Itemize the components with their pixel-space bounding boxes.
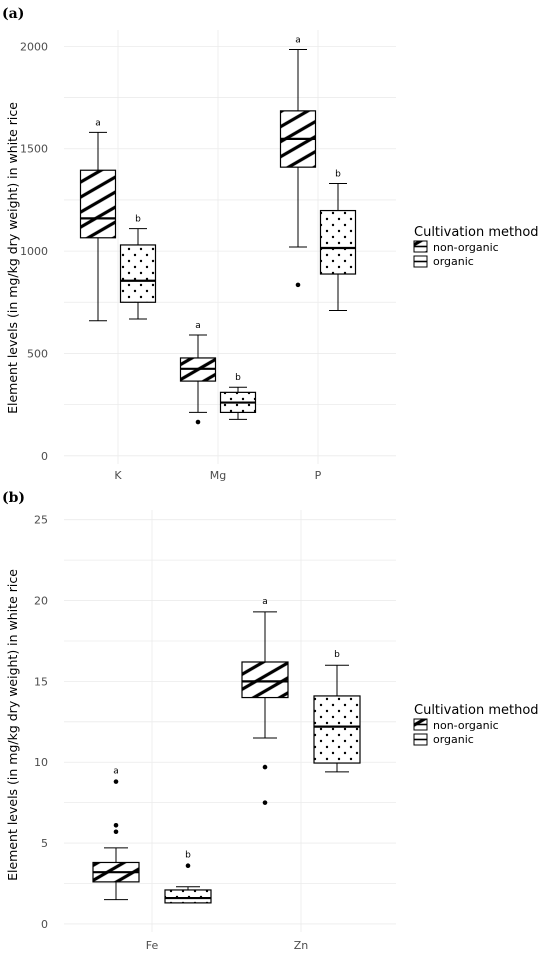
x-tick-label-a: K <box>114 469 122 482</box>
legend-label-non-organic-b: non-organic <box>433 719 499 732</box>
x-tick-labels-b: Fe Zn <box>146 939 309 952</box>
significance-letter: a <box>113 767 119 777</box>
x-tick-labels-a: K Mg P <box>114 469 321 482</box>
panel-label-b: (b) <box>2 490 25 506</box>
box-organic-Mg: b <box>219 373 257 420</box>
outlier-point <box>113 822 119 828</box>
x-tick-label-b: Zn <box>294 939 309 952</box>
box-organic-Zn: b <box>313 650 361 773</box>
outlier-point <box>195 419 201 425</box>
panel-a: (a) 0 500 1000 1500 2000 K Mg P Element levels… <box>2 6 396 482</box>
outlier-point <box>295 282 301 288</box>
box-body <box>164 889 212 904</box>
outlier-point <box>262 764 268 770</box>
outlier-point <box>185 863 191 869</box>
significance-letter: a <box>195 321 201 331</box>
y-tick-label-a: 500 <box>27 347 48 360</box>
box-non-organic-Fe: a <box>92 767 140 901</box>
significance-letter: a <box>295 35 301 45</box>
box-body <box>79 169 117 239</box>
outlier-point <box>113 779 119 784</box>
y-axis-label-a: Element levels (in mg/kg dry weight) in … <box>5 102 20 414</box>
box-body <box>241 661 289 699</box>
box-non-organic-Zn: a <box>241 597 289 805</box>
x-tick-label-a: Mg <box>210 469 226 482</box>
y-tick-label-a: 1000 <box>20 245 48 258</box>
y-tick-label-a: 2000 <box>20 40 48 53</box>
legend-title-b: Cultivation method <box>414 703 539 718</box>
y-tick-label-b: 5 <box>41 837 48 850</box>
panel-label-a: (a) <box>2 6 24 22</box>
legend-label-non-organic-a: non-organic <box>433 241 499 254</box>
significance-letter: b <box>334 650 340 660</box>
significance-letter: a <box>95 118 101 128</box>
significance-letter: b <box>335 170 341 180</box>
box-organic-P: b <box>319 170 357 311</box>
box-non-organic-K: a <box>79 118 117 322</box>
legend-title-a: Cultivation method <box>414 225 539 240</box>
x-tick-label-b: Fe <box>146 939 159 952</box>
panel-b: (b) 0 5 10 15 20 25 Fe Zn Element levels (in m… <box>2 490 396 952</box>
box-body <box>119 244 157 303</box>
y-tick-labels-a: 0 500 1000 1500 2000 <box>20 40 48 462</box>
y-tick-label-a: 0 <box>41 450 48 463</box>
y-tick-label-b: 20 <box>34 595 48 608</box>
box-body <box>319 209 357 275</box>
outlier-point <box>113 829 119 835</box>
legend-label-organic-a: organic <box>433 255 474 268</box>
boxes-b: a a b b <box>92 597 361 904</box>
legend-label-organic-b: organic <box>433 733 474 746</box>
x-tick-label-a: P <box>315 469 322 482</box>
significance-letter: a <box>262 597 268 607</box>
box-organic-Fe: b <box>164 851 212 904</box>
box-body <box>313 695 361 764</box>
significance-letter: b <box>135 215 141 225</box>
box-non-organic-Mg: a <box>179 321 217 425</box>
y-tick-labels-b: 0 5 10 15 20 25 <box>34 514 48 931</box>
grid-a <box>64 30 396 464</box>
y-axis-label-b: Element levels (in mg/kg dry weight) in … <box>5 569 20 881</box>
boxes-a: a a a b b b <box>79 35 357 425</box>
y-tick-label-a: 1500 <box>20 143 48 156</box>
y-tick-label-b: 25 <box>34 514 48 527</box>
box-non-organic-P: a <box>279 35 317 288</box>
y-tick-label-b: 15 <box>34 675 48 688</box>
significance-letter: b <box>235 373 241 383</box>
legend-a: Cultivation method non-organic organic <box>413 225 539 268</box>
significance-letter: b <box>185 851 191 861</box>
y-tick-label-b: 0 <box>41 918 48 931</box>
outlier-point <box>262 800 268 805</box>
box-organic-K: b <box>119 215 157 320</box>
y-tick-label-b: 10 <box>34 756 48 769</box>
legend-b: Cultivation method non-organic organic <box>413 703 539 746</box>
grid-b <box>64 510 396 932</box>
